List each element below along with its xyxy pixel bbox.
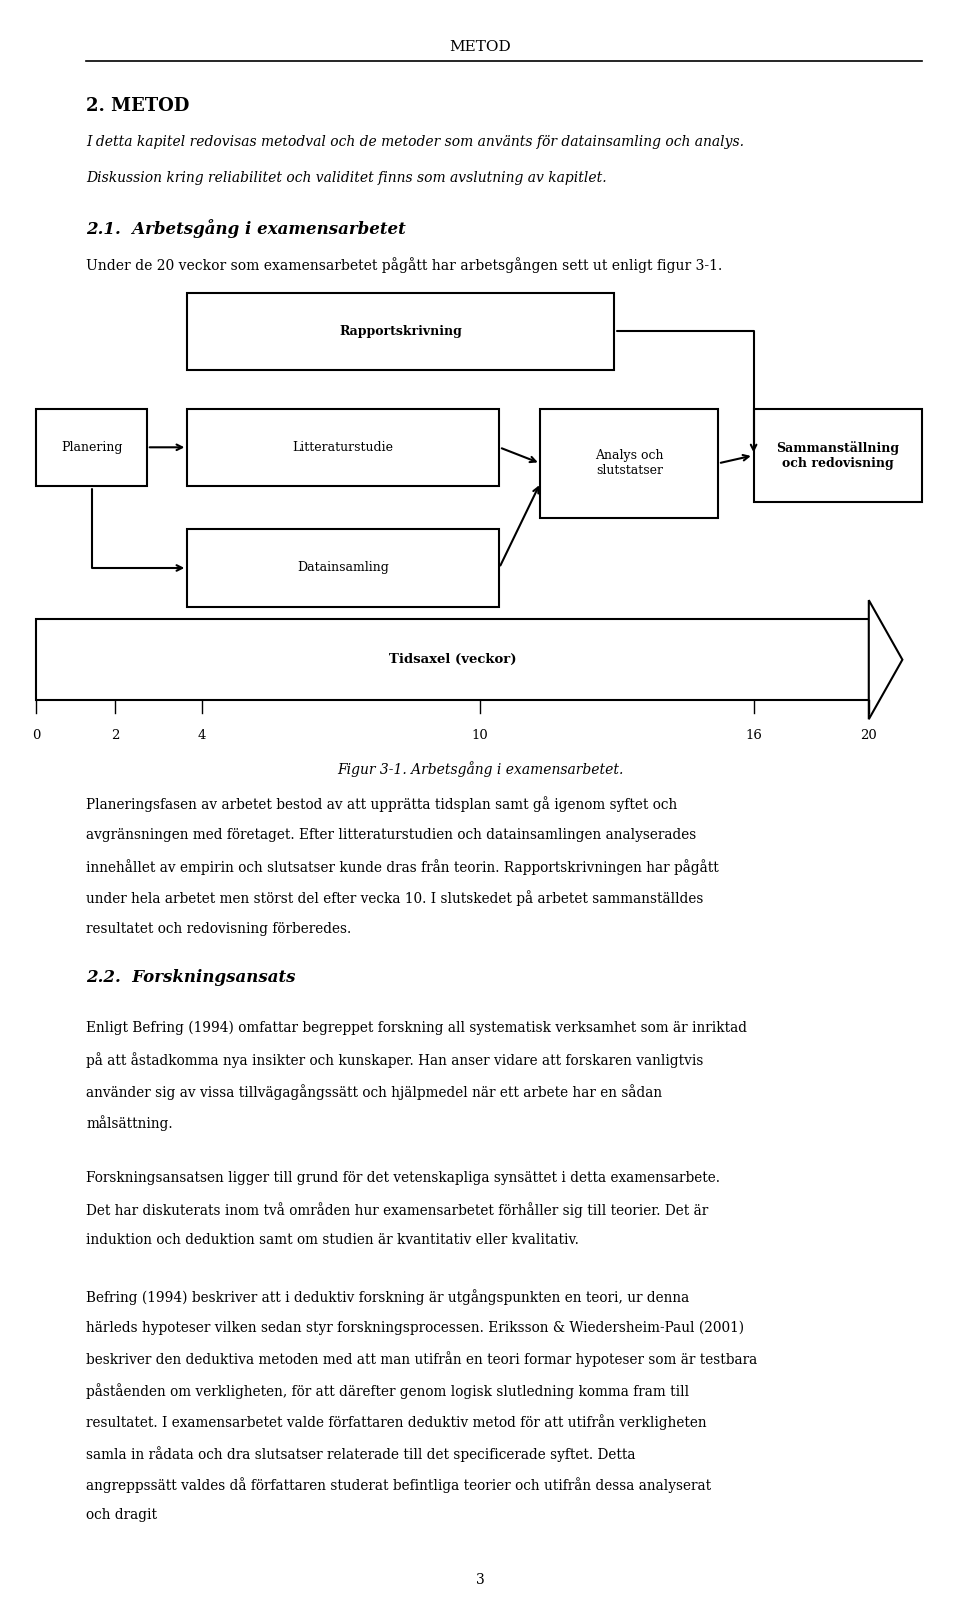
Text: 2: 2 bbox=[111, 729, 119, 742]
Polygon shape bbox=[869, 600, 902, 719]
Text: härleds hypoteser vilken sedan styr forskningsprocessen. Eriksson & Wiedersheim-: härleds hypoteser vilken sedan styr fors… bbox=[86, 1321, 745, 1334]
Text: resultatet. I examensarbetet valde författaren deduktiv metod för att utifrån ve: resultatet. I examensarbetet valde förfa… bbox=[86, 1414, 707, 1430]
Text: Planeringsfasen av arbetet bestod av att upprätta tidsplan samt gå igenom syftet: Planeringsfasen av arbetet bestod av att… bbox=[86, 796, 678, 813]
Text: Litteraturstudie: Litteraturstudie bbox=[293, 441, 394, 454]
Text: påståenden om verkligheten, för att därefter genom logisk slutledning komma fram: påståenden om verkligheten, för att däre… bbox=[86, 1384, 689, 1398]
Text: 2.1.  Arbetsgång i examensarbetet: 2.1. Arbetsgång i examensarbetet bbox=[86, 219, 406, 238]
FancyBboxPatch shape bbox=[187, 529, 499, 607]
Text: I detta kapitel redovisas metodval och de metoder som använts för datainsamling : I detta kapitel redovisas metodval och d… bbox=[86, 135, 744, 150]
Text: beskriver den deduktiva metoden med att man utifrån en teori formar hypoteser so: beskriver den deduktiva metoden med att … bbox=[86, 1352, 757, 1368]
Text: Forskningsansatsen ligger till grund för det vetenskapliga synsättet i detta exa: Forskningsansatsen ligger till grund för… bbox=[86, 1171, 720, 1184]
FancyBboxPatch shape bbox=[36, 409, 147, 486]
FancyBboxPatch shape bbox=[540, 409, 718, 518]
Text: avgränsningen med företaget. Efter litteraturstudien och datainsamlingen analyse: avgränsningen med företaget. Efter litte… bbox=[86, 829, 697, 842]
Text: 4: 4 bbox=[198, 729, 205, 742]
Text: 0: 0 bbox=[33, 729, 40, 742]
Text: Analys och
slutstatser: Analys och slutstatser bbox=[595, 449, 663, 478]
Text: innehållet av empirin och slutsatser kunde dras från teorin. Rapportskrivningen : innehållet av empirin och slutsatser kun… bbox=[86, 859, 719, 875]
Text: Tidsaxel (veckor): Tidsaxel (veckor) bbox=[389, 653, 516, 666]
Text: Figur 3-1. Arbetsgång i examensarbetet.: Figur 3-1. Arbetsgång i examensarbetet. bbox=[337, 761, 623, 777]
Text: Befring (1994) beskriver att i deduktiv forskning är utgångspunkten en teori, ur: Befring (1994) beskriver att i deduktiv … bbox=[86, 1289, 689, 1305]
FancyBboxPatch shape bbox=[36, 619, 869, 700]
Text: 20: 20 bbox=[860, 729, 877, 742]
Text: använder sig av vissa tillvägagångssätt och hjälpmedel när ett arbete har en såd: använder sig av vissa tillvägagångssätt … bbox=[86, 1084, 662, 1099]
Text: Sammanställning
och redovisning: Sammanställning och redovisning bbox=[776, 441, 900, 470]
Text: resultatet och redovisning förberedes.: resultatet och redovisning förberedes. bbox=[86, 922, 351, 936]
Text: Rapportskrivning: Rapportskrivning bbox=[340, 325, 462, 338]
Text: angreppssätt valdes då författaren studerat befintliga teorier och utifrån dessa: angreppssätt valdes då författaren stude… bbox=[86, 1477, 711, 1493]
Text: METOD: METOD bbox=[449, 40, 511, 55]
Text: på att åstadkomma nya insikter och kunskaper. Han anser vidare att forskaren van: på att åstadkomma nya insikter och kunsk… bbox=[86, 1052, 704, 1068]
FancyBboxPatch shape bbox=[187, 409, 499, 486]
Text: 2. METOD: 2. METOD bbox=[86, 97, 190, 114]
Text: Diskussion kring reliabilitet och validitet finns som avslutning av kapitlet.: Diskussion kring reliabilitet och validi… bbox=[86, 171, 607, 185]
Text: 10: 10 bbox=[471, 729, 489, 742]
Text: Det har diskuterats inom två områden hur examensarbetet förhåller sig till teori: Det har diskuterats inom två områden hur… bbox=[86, 1202, 708, 1218]
Text: samla in rådata och dra slutsatser relaterade till det specificerade syftet. Det: samla in rådata och dra slutsatser relat… bbox=[86, 1446, 636, 1461]
Text: Enligt Befring (1994) omfattar begreppet forskning all systematisk verksamhet so: Enligt Befring (1994) omfattar begreppet… bbox=[86, 1022, 748, 1035]
Text: Under de 20 veckor som examensarbetet pågått har arbetsgången sett ut enligt fig: Under de 20 veckor som examensarbetet på… bbox=[86, 257, 723, 274]
Text: och dragit: och dragit bbox=[86, 1509, 157, 1522]
Text: 2.2.  Forskningsansats: 2.2. Forskningsansats bbox=[86, 969, 296, 986]
Text: 3: 3 bbox=[475, 1574, 485, 1586]
Text: målsättning.: målsättning. bbox=[86, 1115, 173, 1131]
Text: induktion och deduktion samt om studien är kvantitativ eller kvalitativ.: induktion och deduktion samt om studien … bbox=[86, 1234, 579, 1247]
FancyBboxPatch shape bbox=[187, 293, 614, 370]
Text: 16: 16 bbox=[745, 729, 762, 742]
Text: Datainsamling: Datainsamling bbox=[298, 562, 389, 574]
Text: Planering: Planering bbox=[60, 441, 123, 454]
Text: under hela arbetet men störst del efter vecka 10. I slutskedet på arbetet samman: under hela arbetet men störst del efter … bbox=[86, 891, 704, 906]
FancyBboxPatch shape bbox=[754, 409, 922, 502]
